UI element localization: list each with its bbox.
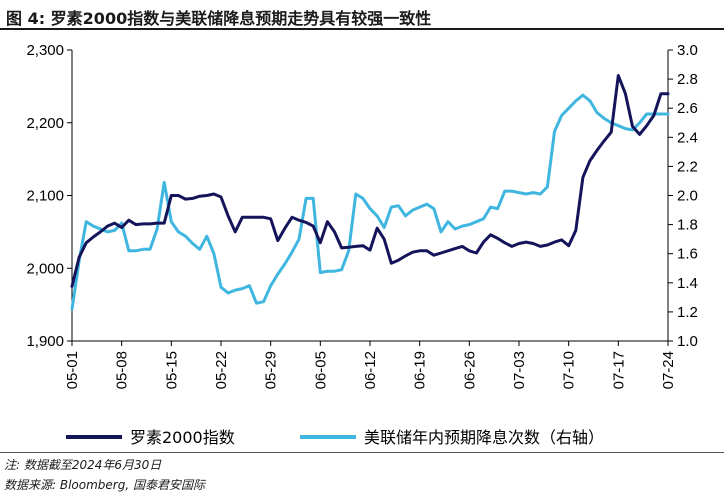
y-right-tick-label: 2.2 (677, 158, 698, 175)
x-tick-label: 06-26 (461, 351, 478, 389)
x-tick-label: 07-10 (561, 351, 578, 389)
y-right-tick-label: 1.2 (677, 304, 698, 321)
x-tick-label: 05-01 (64, 351, 81, 389)
y-left-tick-label: 2,000 (26, 260, 64, 277)
x-tick-label: 05-22 (213, 351, 230, 389)
y-right-tick-label: 1.0 (677, 333, 698, 350)
legend: 罗素2000指数 美联储年内预期降息次数（右轴） (66, 428, 604, 447)
x-tick-label: 06-19 (412, 351, 429, 389)
x-tick-label: 05-15 (163, 351, 180, 389)
x-tick-label: 07-17 (610, 351, 627, 389)
chart-title: 图 4: 罗素2000指数与美联储降息预期走势具有较强一致性 (6, 9, 432, 28)
series-layer (70, 74, 670, 311)
footer-note: 注: 数据截至2024年6月30日 (4, 458, 162, 472)
x-tick-label: 07-03 (511, 351, 528, 389)
axes-layer: 1,900 2,000 2,100 2,200 2,300 1.0 1.2 1.4 1.6 1.8… (26, 42, 697, 389)
y-right-tick-label: 2.4 (677, 129, 698, 146)
x-tick-label: 06-05 (312, 351, 329, 389)
x-tick-label: 05-29 (263, 351, 280, 389)
x-tick-label: 06-12 (362, 351, 379, 389)
y-right-tick-label: 1.6 (677, 246, 698, 263)
series-line-russell-2000 (70, 74, 670, 288)
footer-source: 数据来源: Bloomberg, 国泰君安国际 (4, 478, 205, 492)
y-left-tick-label: 2,100 (26, 188, 64, 205)
y-right-tick-label: 3.0 (677, 42, 698, 59)
title-bar: 图 4: 罗素2000指数与美联储降息预期走势具有较强一致性 (0, 0, 724, 30)
y-right-tick-label: 2.6 (677, 100, 698, 117)
y-right-tick-label: 2.0 (677, 188, 698, 205)
chart-svg: 1,900 2,000 2,100 2,200 2,300 1.0 1.2 1.4 1.6 1.8… (26, 42, 697, 447)
series-line-rate-cuts (70, 93, 670, 311)
footer-divider (0, 452, 724, 453)
y-left-tick-label: 2,200 (26, 115, 64, 132)
legend-label-russell: 罗素2000指数 (130, 428, 235, 447)
y-right-tick-label: 1.8 (677, 217, 698, 234)
x-tick-label: 07-24 (660, 351, 677, 389)
y-left-tick-label: 1,900 (26, 333, 64, 350)
y-right-tick-label: 1.4 (677, 275, 698, 292)
y-left-tick-label: 2,300 (26, 42, 64, 59)
legend-label-rate-cuts: 美联储年内预期降息次数（右轴） (364, 428, 604, 447)
y-right-tick-label: 2.8 (677, 71, 698, 88)
x-tick-label: 05-08 (114, 351, 131, 389)
